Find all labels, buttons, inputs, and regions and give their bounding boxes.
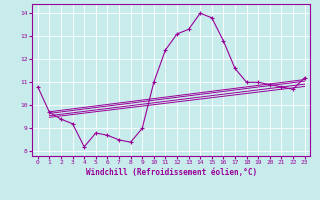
X-axis label: Windchill (Refroidissement éolien,°C): Windchill (Refroidissement éolien,°C) [86, 168, 257, 177]
